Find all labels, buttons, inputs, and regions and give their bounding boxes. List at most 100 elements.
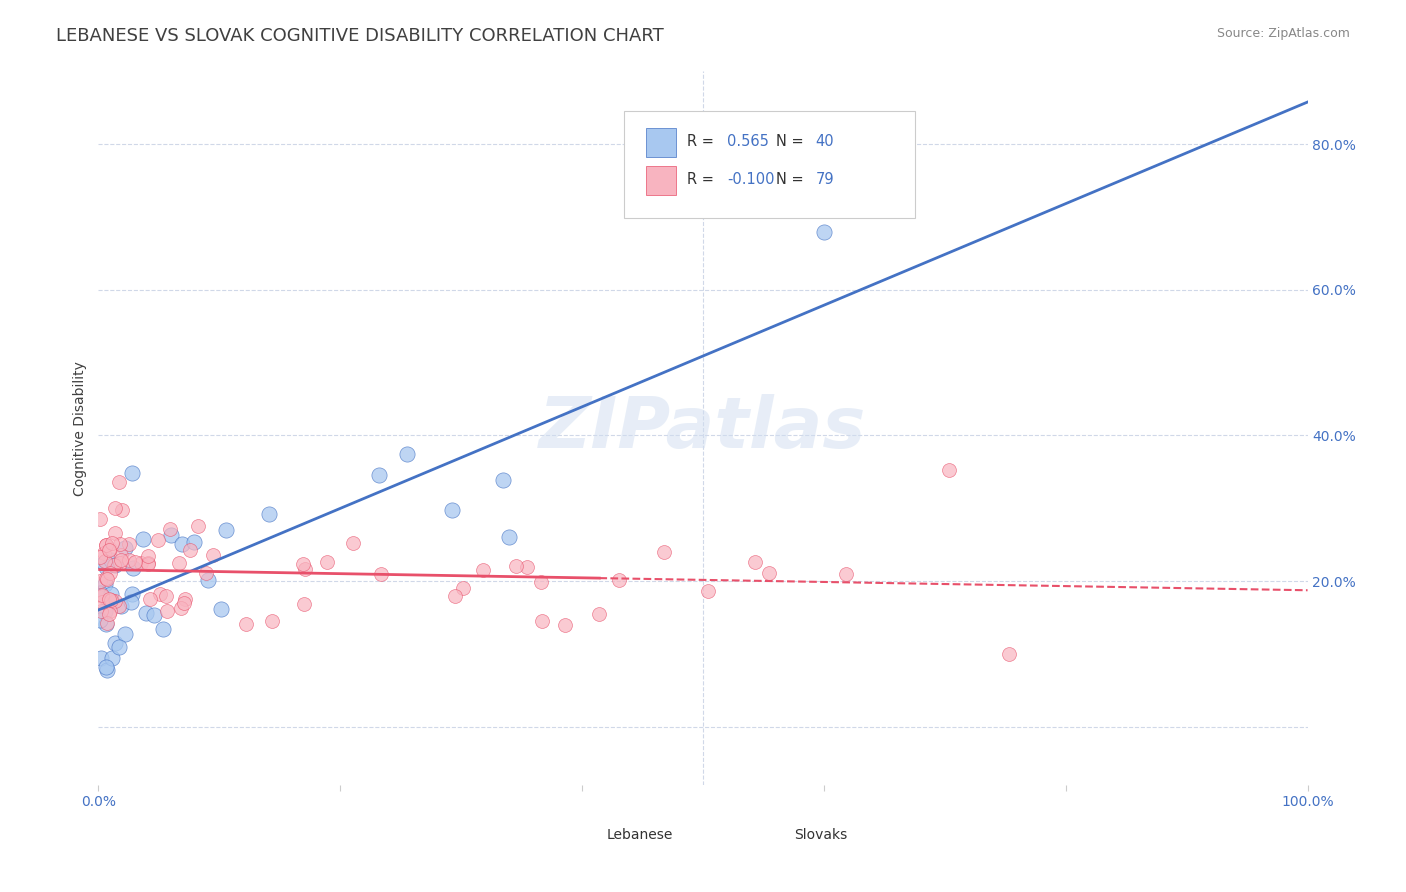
Lebanese: [172, 536, 194, 550]
Slovaks: [110, 552, 132, 566]
Slovaks: [136, 557, 159, 571]
Slovaks: [834, 566, 856, 581]
Text: R =: R =: [688, 134, 718, 149]
Lebanese: [492, 473, 515, 487]
Slovaks: [697, 583, 720, 598]
Lebanese: [104, 636, 127, 650]
Text: 79: 79: [815, 171, 834, 186]
Slovaks: [97, 607, 120, 621]
Lebanese: [214, 523, 236, 537]
Slovaks: [136, 549, 159, 563]
Slovaks: [516, 560, 538, 574]
Slovaks: [998, 647, 1021, 661]
Text: Slovaks: Slovaks: [793, 828, 846, 842]
Slovaks: [159, 523, 181, 537]
Slovaks: [96, 572, 118, 586]
Slovaks: [96, 538, 118, 552]
Text: 40: 40: [815, 134, 834, 149]
Lebanese: [100, 651, 122, 665]
Lebanese: [120, 595, 142, 609]
Slovaks: [156, 604, 179, 618]
Lebanese: [114, 627, 136, 641]
Lebanese: [160, 528, 183, 542]
Slovaks: [93, 554, 115, 568]
Lebanese: [108, 640, 131, 654]
Y-axis label: Cognitive Disability: Cognitive Disability: [73, 360, 87, 496]
Slovaks: [652, 544, 675, 558]
Lebanese: [143, 608, 166, 623]
Slovaks: [93, 546, 115, 560]
Slovaks: [124, 555, 146, 569]
Text: 0.565: 0.565: [727, 134, 769, 149]
Lebanese: [197, 574, 219, 588]
Lebanese: [93, 577, 115, 591]
Lebanese: [94, 617, 117, 632]
Slovaks: [103, 558, 125, 572]
Lebanese: [121, 587, 143, 601]
Slovaks: [98, 604, 121, 618]
Lebanese: [152, 623, 174, 637]
Slovaks: [94, 571, 117, 585]
Lebanese: [94, 560, 117, 574]
Text: Lebanese: Lebanese: [606, 828, 672, 842]
Slovaks: [104, 501, 127, 516]
Lebanese: [89, 613, 111, 627]
Slovaks: [342, 536, 364, 550]
Slovaks: [89, 574, 111, 588]
Slovaks: [111, 502, 134, 516]
Slovaks: [588, 607, 610, 622]
Lebanese: [368, 468, 391, 483]
Slovaks: [530, 614, 553, 628]
Slovaks: [149, 587, 172, 601]
Slovaks: [136, 557, 159, 571]
Slovaks: [554, 618, 576, 632]
Text: LEBANESE VS SLOVAK COGNITIVE DISABILITY CORRELATION CHART: LEBANESE VS SLOVAK COGNITIVE DISABILITY …: [56, 27, 664, 45]
Lebanese: [114, 541, 136, 555]
Lebanese: [121, 561, 143, 575]
Slovaks: [110, 549, 132, 563]
Slovaks: [90, 604, 112, 618]
Slovaks: [108, 475, 131, 489]
Lebanese: [104, 558, 127, 573]
Lebanese: [132, 532, 155, 546]
Slovaks: [108, 537, 131, 551]
Slovaks: [89, 549, 111, 564]
Slovaks: [316, 555, 339, 569]
Lebanese: [121, 466, 143, 480]
Lebanese: [498, 530, 520, 544]
Slovaks: [187, 518, 209, 533]
FancyBboxPatch shape: [647, 128, 676, 157]
Slovaks: [155, 589, 177, 603]
Slovaks: [530, 574, 553, 589]
FancyBboxPatch shape: [564, 821, 595, 846]
Slovaks: [607, 573, 630, 587]
Slovaks: [744, 555, 766, 569]
Slovaks: [104, 525, 127, 540]
Slovaks: [938, 462, 960, 476]
Lebanese: [110, 599, 132, 613]
Slovaks: [451, 582, 474, 596]
Slovaks: [235, 617, 257, 632]
Slovaks: [89, 512, 111, 526]
Lebanese: [93, 604, 115, 618]
Lebanese: [813, 225, 835, 239]
Slovaks: [129, 556, 152, 570]
Slovaks: [370, 566, 392, 581]
Slovaks: [96, 538, 118, 552]
Slovaks: [101, 536, 124, 550]
Lebanese: [441, 503, 464, 517]
Text: N =: N =: [776, 134, 808, 149]
Slovaks: [294, 562, 316, 576]
Text: R =: R =: [688, 171, 718, 186]
Text: -0.100: -0.100: [727, 171, 775, 186]
Lebanese: [259, 507, 281, 521]
Lebanese: [93, 556, 115, 570]
Slovaks: [291, 557, 314, 571]
Slovaks: [260, 614, 283, 628]
Slovaks: [91, 588, 114, 602]
Slovaks: [195, 566, 218, 580]
Slovaks: [96, 616, 118, 631]
Lebanese: [209, 602, 232, 616]
Slovaks: [139, 591, 162, 606]
Slovaks: [173, 597, 195, 611]
